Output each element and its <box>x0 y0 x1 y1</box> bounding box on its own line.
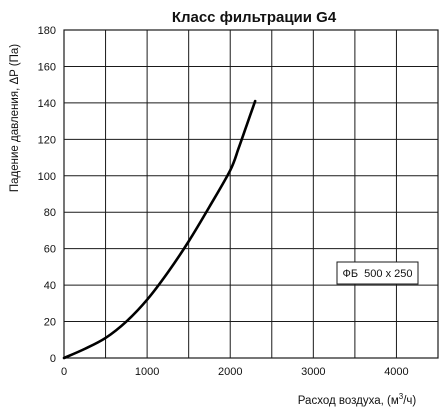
legend-entry: ФБ 500 x 250 <box>342 268 412 280</box>
x-axis-label: Расход воздуха, (м3/ч) <box>298 392 417 407</box>
y-tick-label: 20 <box>44 317 56 329</box>
x-tick-label: 2000 <box>218 366 242 378</box>
x-axis-label-prefix: Расход воздуха, (м <box>298 395 399 407</box>
y-tick-label: 0 <box>50 353 56 365</box>
x-axis-label-superscript: 3 <box>399 392 404 401</box>
series-lines <box>62 99 257 360</box>
y-tick-label: 80 <box>44 207 56 219</box>
y-tick-label: 120 <box>38 134 56 146</box>
y-tick-label: 160 <box>38 61 56 73</box>
chart-title: Класс фильтрации G4 <box>172 9 337 26</box>
x-axis-label-suffix: /ч) <box>403 395 416 407</box>
x-tick-labels: 0 1000 2000 3000 4000 <box>61 366 409 378</box>
grid <box>64 30 438 358</box>
x-tick-label: 0 <box>61 366 67 378</box>
y-tick-labels: 0 20 40 60 80 100 120 140 160 180 <box>38 25 56 365</box>
y-tick-label: 40 <box>44 280 56 292</box>
legend-box <box>336 261 419 285</box>
x-tick-label: 3000 <box>301 366 325 378</box>
plot-frame <box>63 29 439 359</box>
x-tick-label: 1000 <box>135 366 159 378</box>
y-axis-label: Падение давления, ΔP (Па) <box>9 44 21 192</box>
legend: ФБ 500 x 250 <box>336 261 419 285</box>
y-tick-label: 60 <box>44 244 56 256</box>
series-line-fb-500x250 <box>62 99 257 360</box>
y-tick-label: 100 <box>38 171 56 183</box>
y-tick-label: 140 <box>38 98 56 110</box>
x-tick-label: 4000 <box>384 366 408 378</box>
y-tick-label: 180 <box>38 25 56 37</box>
